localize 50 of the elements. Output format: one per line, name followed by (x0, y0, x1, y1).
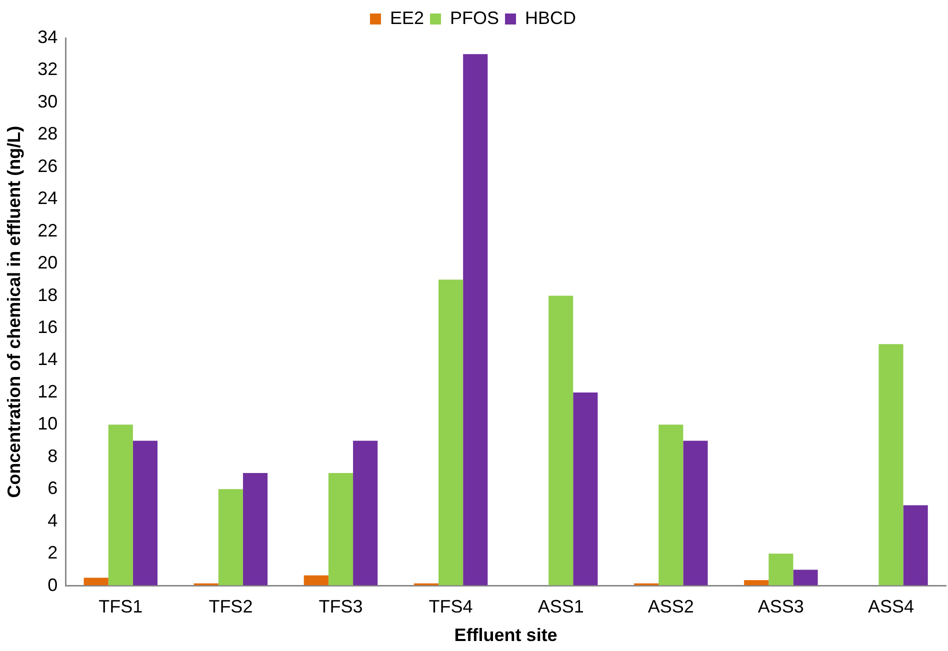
y-tick-label: 32 (38, 59, 58, 80)
y-tick-label: 10 (38, 414, 58, 434)
y-tick-label: 0 (48, 574, 58, 595)
y-tick-label: 34 (38, 26, 58, 47)
x-tick-label: TFS3 (318, 596, 363, 617)
y-tick-label: 20 (38, 252, 58, 273)
bar (658, 424, 684, 586)
bar (683, 440, 708, 586)
y-tick-label: 26 (38, 156, 58, 176)
y-tick-label: 18 (38, 284, 58, 305)
bar (573, 392, 598, 586)
bar (242, 473, 268, 586)
bar (328, 473, 354, 586)
y-tick-label: 16 (38, 316, 58, 337)
y-tick-label: 4 (48, 510, 58, 530)
y-tick-label: 24 (38, 188, 58, 208)
x-tick-label: ASS1 (538, 596, 584, 617)
bar (353, 440, 378, 586)
x-axis-title: Effluent site (454, 625, 558, 646)
y-tick-label: 12 (38, 381, 58, 402)
y-tick-label: 8 (48, 446, 58, 466)
y-axis-title: Concentration of chemical in effluent (ng/L) (4, 126, 24, 498)
x-tick-label: TFS4 (428, 596, 473, 617)
bar (463, 54, 488, 586)
bar (438, 280, 464, 586)
bar (132, 440, 158, 586)
y-tick-label: 2 (48, 542, 58, 563)
bar (304, 575, 328, 586)
y-tick-label: 30 (38, 91, 58, 112)
bar (108, 424, 133, 586)
legend-label: EE2 (390, 8, 424, 28)
bar (744, 580, 769, 586)
legend-label: PFOS (450, 8, 500, 28)
bar (768, 554, 794, 586)
legend-label: HBCD (525, 8, 576, 28)
y-tick-label: 22 (38, 220, 58, 240)
x-tick-label: TFS2 (208, 596, 253, 617)
x-tick-label: TFS1 (98, 596, 143, 617)
bar (793, 570, 818, 586)
x-tick-label: ASS3 (758, 596, 804, 617)
bar (218, 489, 243, 586)
bar (548, 296, 574, 586)
y-tick-label: 28 (38, 124, 58, 144)
x-tick-label: ASS4 (868, 596, 914, 617)
bar (878, 344, 904, 586)
y-tick-label: 6 (48, 478, 58, 498)
bar (84, 578, 108, 586)
y-tick-label: 14 (38, 349, 58, 370)
bar (903, 505, 928, 586)
x-tick-label: ASS2 (648, 596, 694, 617)
